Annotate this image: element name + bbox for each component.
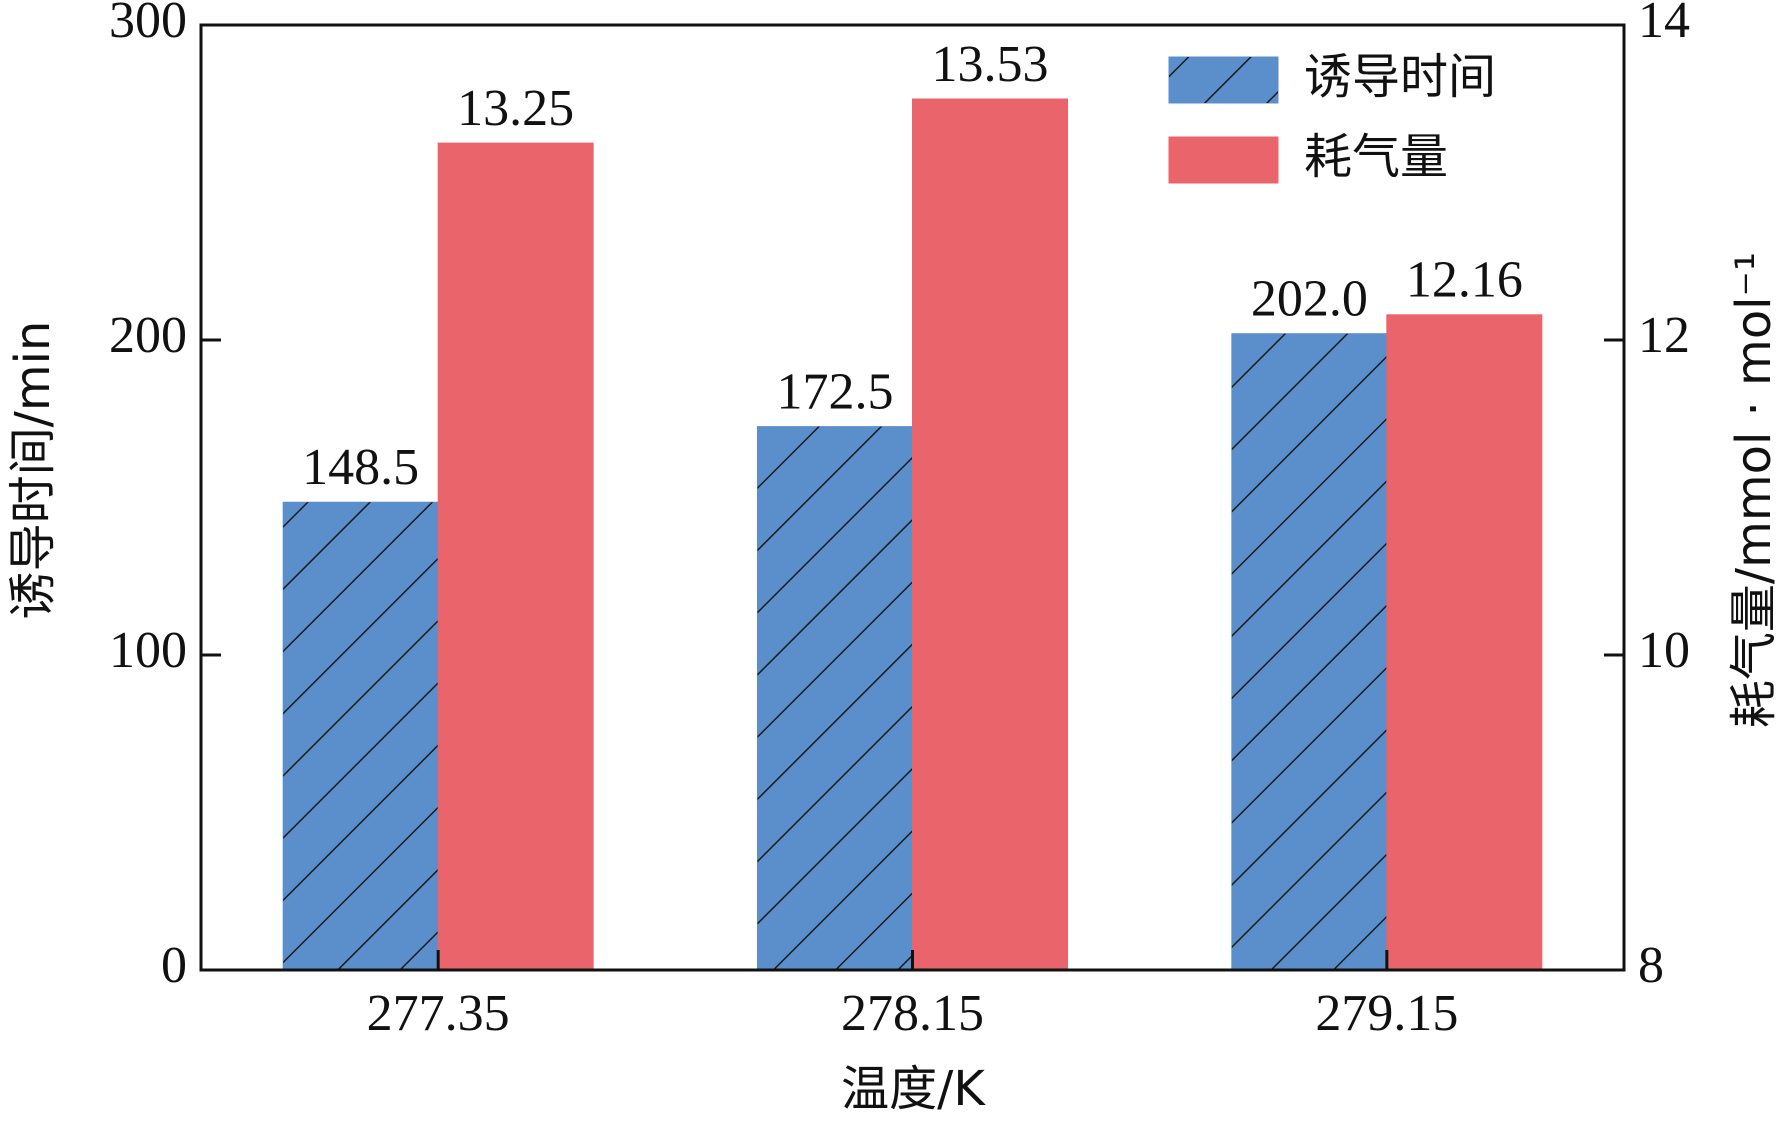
bar-hatch (757, 426, 913, 970)
bar (437, 142, 594, 971)
value-label: 148.5 (302, 439, 419, 496)
x-tick-label: 279.15 (1315, 985, 1458, 1042)
value-label: 12.16 (1406, 252, 1523, 309)
bar-hatch (1231, 333, 1387, 970)
y-axis-label: 诱导时间/min (5, 321, 61, 620)
y2-tick-label: 10 (1638, 622, 1690, 679)
y-tick-label: 100 (109, 622, 187, 679)
legend-label: 诱导时间 (1304, 49, 1496, 105)
y-tick-label: 0 (161, 937, 187, 994)
y2-axis-label: 耗气量/mmol · mol⁻¹ (1726, 252, 1782, 728)
y2-tick-label: 12 (1638, 307, 1690, 364)
value-label: 172.5 (777, 364, 894, 421)
x-tick-label: 277.35 (367, 985, 510, 1042)
bar (1386, 314, 1543, 971)
x-axis-label: 温度/K (841, 1061, 986, 1117)
value-label: 13.53 (932, 36, 1049, 93)
value-label: 13.25 (457, 80, 574, 137)
legend-swatch (1168, 136, 1279, 184)
bar-hatch (283, 502, 439, 970)
legend-label: 耗气量 (1304, 129, 1448, 185)
bar (912, 98, 1068, 971)
y2-tick-label: 8 (1638, 937, 1664, 994)
y-tick-label: 200 (109, 307, 187, 364)
x-tick-label: 278.15 (841, 985, 984, 1042)
legend-swatch-hatch (1169, 57, 1278, 103)
value-label: 202.0 (1251, 271, 1368, 328)
y-tick-label: 300 (109, 0, 187, 49)
y2-tick-label: 14 (1638, 0, 1690, 49)
